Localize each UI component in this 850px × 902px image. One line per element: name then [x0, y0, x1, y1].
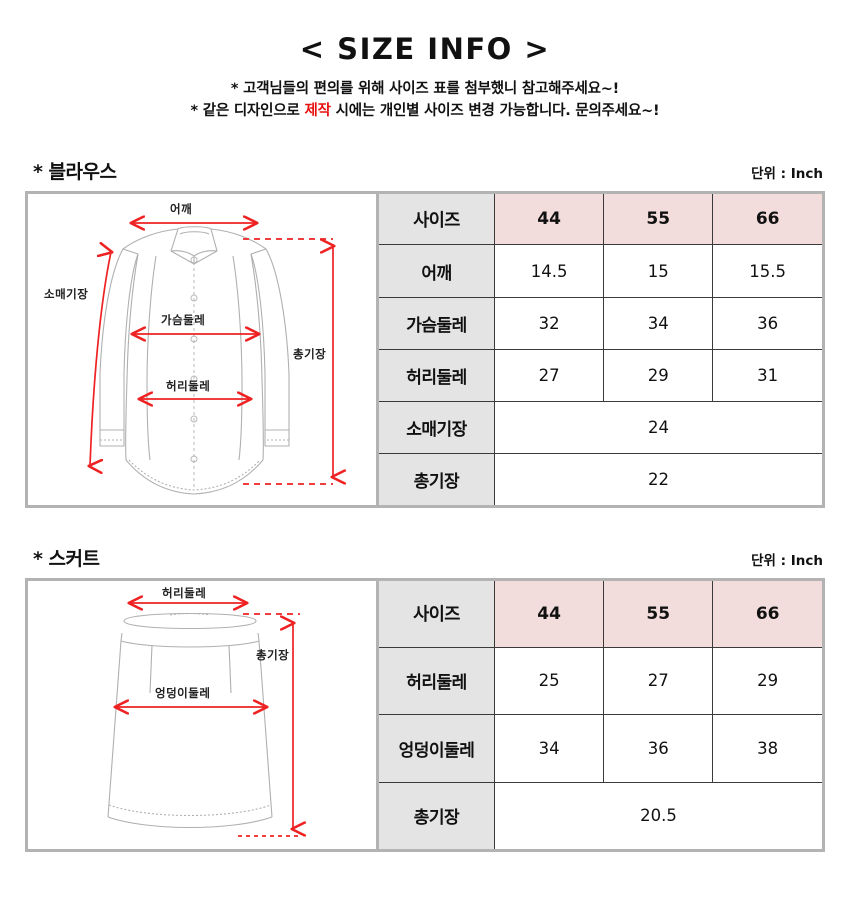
blouse-unit-label: 단위 : Inch — [751, 165, 823, 182]
table-row: 소매기장 24 — [379, 400, 822, 455]
skirt-header-label: 사이즈 — [379, 580, 495, 648]
skirt-label-total-length: 총기장 — [256, 647, 290, 662]
blouse-row-label-total: 총기장 — [379, 453, 495, 505]
skirt-section: * 스커트 단위 : Inch — [25, 544, 825, 852]
skirt-panel: 허리둘레 엉덩이둘레 총기장 사이즈 44 55 66 허리둘레 25 27 — [25, 577, 825, 852]
blouse-label-chest: 가슴둘레 — [161, 312, 206, 327]
blouse-size-55: 55 — [603, 193, 714, 246]
blouse-shoulder-55: 15 — [603, 244, 714, 298]
blouse-label-total-length: 총기장 — [293, 346, 327, 361]
header-note-highlight: 제작 — [304, 103, 331, 120]
table-row: 허리둘레 25 27 29 — [379, 646, 822, 716]
blouse-row-label-sleeve: 소매기장 — [379, 400, 495, 455]
blouse-label-sleeve-length: 소매기장 — [44, 286, 89, 301]
blouse-table-wrap: 사이즈 44 55 66 어깨 14.5 15 15.5 가슴둘레 32 — [376, 193, 822, 505]
blouse-label-shoulder: 어깨 — [170, 201, 193, 216]
blouse-sleeve-all: 24 — [494, 400, 822, 455]
skirt-diagram: 허리둘레 엉덩이둘레 총기장 — [28, 580, 376, 849]
skirt-size-44: 44 — [493, 580, 605, 648]
header-note-line-1: * 고객님들의 편의를 위해 사이즈 표를 첨부했니 참고해주세요~! — [230, 80, 620, 97]
skirt-row-label-hip: 엉덩이둘레 — [379, 714, 495, 783]
skirt-table-wrap: 사이즈 44 55 66 허리둘레 25 27 29 엉덩이둘레 34 — [376, 580, 822, 849]
skirt-size-table: 사이즈 44 55 66 허리둘레 25 27 29 엉덩이둘레 34 — [379, 580, 822, 849]
blouse-illustration — [28, 194, 376, 495]
blouse-measure-arrows — [90, 223, 333, 485]
blouse-waist-44: 27 — [493, 348, 605, 402]
blouse-section-head: * 블라우스 단위 : Inch — [25, 157, 825, 191]
skirt-label-waist: 허리둘레 — [162, 585, 207, 600]
blouse-row-label-waist: 허리둘레 — [379, 348, 495, 402]
blouse-diagram: 어깨 소매기장 가슴둘레 허리둘레 총기장 — [28, 193, 376, 505]
table-row: 사이즈 44 55 66 — [379, 193, 822, 246]
blouse-section-title: * 블라우스 — [33, 160, 117, 183]
skirt-size-66: 66 — [712, 580, 822, 648]
header-note-line-2-pre: * 같은 디자인으로 — [190, 103, 305, 120]
header-note-line-2: * 같은 디자인으로 제작 시에는 개인별 사이즈 변경 가능합니다. 문의주세… — [0, 100, 850, 122]
skirt-table-body: 사이즈 44 55 66 허리둘레 25 27 29 엉덩이둘레 34 — [379, 580, 822, 849]
blouse-size-44: 44 — [493, 193, 605, 246]
blouse-row-label-shoulder: 어깨 — [379, 244, 495, 298]
blouse-shoulder-66: 15.5 — [712, 244, 822, 298]
skirt-measure-arrows — [116, 603, 300, 837]
table-row: 가슴둘레 32 34 36 — [379, 296, 822, 350]
blouse-waist-55: 29 — [603, 348, 714, 402]
table-row: 엉덩이둘레 34 36 38 — [379, 714, 822, 783]
skirt-label-hip: 엉덩이둘레 — [155, 685, 211, 700]
page-header: < SIZE INFO > * 고객님들의 편의를 위해 사이즈 표를 첨부했니… — [0, 0, 850, 123]
table-row: 허리둘레 27 29 31 — [379, 348, 822, 402]
skirt-garment-outline — [107, 612, 273, 828]
skirt-waist-55: 27 — [603, 646, 714, 716]
skirt-size-55: 55 — [603, 580, 714, 648]
skirt-hip-55: 36 — [603, 714, 714, 783]
skirt-illustration — [107, 581, 376, 837]
skirt-row-label-waist: 허리둘레 — [379, 646, 495, 716]
blouse-section: * 블라우스 단위 : Inch — [25, 157, 825, 508]
blouse-table-body: 사이즈 44 55 66 어깨 14.5 15 15.5 가슴둘레 32 — [379, 193, 822, 505]
skirt-total-all: 20.5 — [494, 781, 822, 849]
page-title: < SIZE INFO > — [299, 32, 551, 66]
blouse-label-waist: 허리둘레 — [166, 378, 211, 393]
blouse-size-table: 사이즈 44 55 66 어깨 14.5 15 15.5 가슴둘레 32 — [379, 193, 822, 505]
skirt-row-label-total: 총기장 — [379, 781, 495, 849]
skirt-waist-44: 25 — [493, 646, 605, 716]
blouse-shoulder-44: 14.5 — [493, 244, 605, 298]
blouse-waist-66: 31 — [712, 348, 822, 402]
header-note-line-2-post: 시에는 개인별 사이즈 변경 가능합니다. 문의주세요~! — [330, 103, 660, 120]
blouse-size-66: 66 — [712, 193, 822, 246]
skirt-section-head: * 스커트 단위 : Inch — [25, 544, 825, 578]
skirt-hip-44: 34 — [493, 714, 605, 783]
blouse-chest-44: 32 — [493, 296, 605, 350]
skirt-unit-label: 단위 : Inch — [751, 552, 823, 569]
table-row: 총기장 22 — [379, 453, 822, 505]
blouse-chest-66: 36 — [712, 296, 822, 350]
table-row: 어깨 14.5 15 15.5 — [379, 244, 822, 298]
skirt-hip-66: 38 — [712, 714, 822, 783]
table-row: 총기장 20.5 — [379, 781, 822, 849]
table-row: 사이즈 44 55 66 — [379, 580, 822, 648]
blouse-chest-55: 34 — [603, 296, 714, 350]
skirt-waist-66: 29 — [712, 646, 822, 716]
blouse-total-all: 22 — [494, 453, 822, 505]
blouse-header-label: 사이즈 — [379, 193, 495, 246]
sleeve-length-arrow — [90, 252, 111, 466]
skirt-section-title: * 스커트 — [33, 547, 100, 570]
blouse-panel: 어깨 소매기장 가슴둘레 허리둘레 총기장 사이즈 44 55 66 어깨 1 — [25, 190, 825, 508]
blouse-row-label-chest: 가슴둘레 — [379, 296, 495, 350]
